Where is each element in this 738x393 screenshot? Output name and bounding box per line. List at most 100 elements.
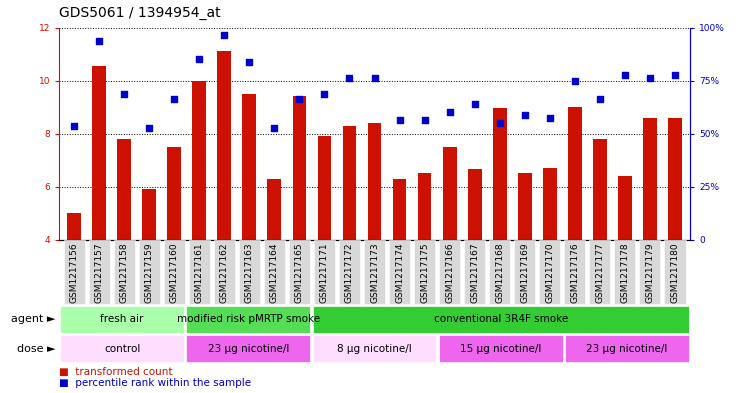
- Text: GSM1217161: GSM1217161: [195, 242, 204, 303]
- Point: [619, 72, 631, 78]
- Bar: [493, 108, 506, 240]
- Bar: [368, 123, 382, 240]
- Text: ■  transformed count: ■ transformed count: [59, 367, 173, 377]
- Bar: [168, 147, 181, 240]
- Bar: [439, 241, 461, 304]
- Bar: [568, 107, 582, 240]
- Text: fresh air: fresh air: [100, 314, 144, 324]
- Text: GSM1217171: GSM1217171: [320, 242, 329, 303]
- Bar: [243, 94, 256, 240]
- Text: GSM1217173: GSM1217173: [370, 242, 379, 303]
- Point: [669, 72, 681, 78]
- Point: [444, 109, 455, 116]
- Text: 15 μg nicotine/l: 15 μg nicotine/l: [460, 344, 542, 354]
- Point: [393, 117, 405, 123]
- Bar: [313, 306, 689, 333]
- Point: [369, 75, 381, 81]
- Bar: [292, 96, 306, 240]
- Text: ■  percentile rank within the sample: ■ percentile rank within the sample: [59, 378, 251, 388]
- Bar: [393, 179, 407, 240]
- Bar: [267, 179, 281, 240]
- Point: [469, 101, 480, 108]
- Bar: [214, 241, 235, 304]
- Point: [294, 96, 306, 102]
- Bar: [187, 306, 310, 333]
- Bar: [61, 335, 184, 362]
- Bar: [615, 241, 635, 304]
- Bar: [565, 241, 585, 304]
- Text: GSM1217174: GSM1217174: [395, 242, 404, 303]
- Point: [319, 91, 331, 97]
- Bar: [314, 241, 335, 304]
- Text: GSM1217162: GSM1217162: [220, 242, 229, 303]
- Text: GSM1217164: GSM1217164: [270, 242, 279, 303]
- Point: [218, 32, 230, 39]
- Bar: [164, 241, 184, 304]
- Text: GSM1217166: GSM1217166: [445, 242, 454, 303]
- Text: modified risk pMRTP smoke: modified risk pMRTP smoke: [177, 314, 320, 324]
- Point: [569, 77, 581, 84]
- Text: GSM1217158: GSM1217158: [120, 242, 128, 303]
- Bar: [92, 66, 106, 240]
- Text: GSM1217168: GSM1217168: [495, 242, 504, 303]
- Bar: [139, 241, 159, 304]
- Bar: [142, 189, 156, 240]
- Point: [93, 38, 105, 44]
- Bar: [514, 241, 535, 304]
- Text: GSM1217160: GSM1217160: [170, 242, 179, 303]
- Text: GSM1217163: GSM1217163: [245, 242, 254, 303]
- Bar: [339, 241, 360, 304]
- Bar: [218, 51, 231, 240]
- Point: [418, 117, 430, 123]
- Point: [644, 75, 656, 81]
- Bar: [590, 241, 610, 304]
- Bar: [289, 241, 310, 304]
- Bar: [593, 139, 607, 240]
- Point: [494, 120, 506, 126]
- Point: [68, 123, 80, 129]
- Bar: [489, 241, 510, 304]
- Point: [269, 125, 280, 131]
- Bar: [439, 335, 562, 362]
- Bar: [618, 176, 632, 240]
- Point: [168, 96, 180, 102]
- Bar: [264, 241, 285, 304]
- Text: GSM1217156: GSM1217156: [69, 242, 78, 303]
- Bar: [389, 241, 410, 304]
- Bar: [543, 168, 556, 240]
- Text: GSM1217180: GSM1217180: [671, 242, 680, 303]
- Text: conventional 3R4F smoke: conventional 3R4F smoke: [434, 314, 568, 324]
- Text: GSM1217178: GSM1217178: [621, 242, 630, 303]
- Text: 23 μg nicotine/l: 23 μg nicotine/l: [207, 344, 289, 354]
- Point: [118, 91, 130, 97]
- Point: [519, 112, 531, 118]
- Bar: [61, 306, 184, 333]
- Bar: [117, 139, 131, 240]
- Bar: [342, 126, 356, 240]
- Point: [193, 56, 205, 62]
- Text: GSM1217165: GSM1217165: [295, 242, 304, 303]
- Text: GSM1217167: GSM1217167: [470, 242, 479, 303]
- Text: GSM1217170: GSM1217170: [545, 242, 554, 303]
- Text: 8 μg nicotine/l: 8 μg nicotine/l: [337, 344, 412, 354]
- Text: GSM1217175: GSM1217175: [420, 242, 429, 303]
- Text: 23 μg nicotine/l: 23 μg nicotine/l: [586, 344, 668, 354]
- Text: GSM1217169: GSM1217169: [520, 242, 529, 303]
- Point: [143, 125, 155, 131]
- Bar: [364, 241, 385, 304]
- Text: GSM1217177: GSM1217177: [596, 242, 604, 303]
- Text: control: control: [104, 344, 140, 354]
- Bar: [418, 173, 432, 240]
- Bar: [187, 335, 310, 362]
- Bar: [664, 241, 686, 304]
- Point: [544, 114, 556, 121]
- Bar: [668, 118, 682, 240]
- Text: GSM1217157: GSM1217157: [94, 242, 103, 303]
- Bar: [443, 147, 457, 240]
- Bar: [317, 136, 331, 240]
- Bar: [63, 241, 85, 304]
- Bar: [414, 241, 435, 304]
- Text: agent ►: agent ►: [11, 314, 55, 324]
- Bar: [67, 213, 81, 240]
- Point: [594, 96, 606, 102]
